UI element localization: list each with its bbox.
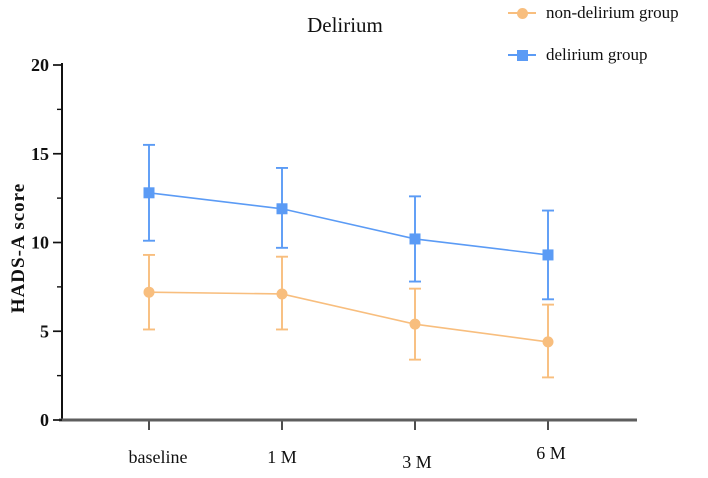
chart-title: Delirium (307, 13, 383, 37)
data-point-circle (276, 288, 288, 300)
legend-item-non-delirium-group: non-delirium group (508, 0, 679, 26)
y-tick-label: 5 (40, 321, 49, 341)
series-non-delirium-group (143, 253, 554, 379)
series-line (148, 192, 549, 256)
y-tick-label: 15 (31, 144, 49, 164)
data-point-square (409, 233, 421, 245)
data-point-circle (409, 318, 421, 330)
series-delirium-group (143, 143, 554, 301)
legend-item-delirium-group: delirium group (508, 42, 679, 68)
legend-label: non-delirium group (546, 3, 679, 22)
data-point-circle (143, 286, 155, 298)
y-tick-label: 10 (31, 233, 49, 253)
x-tick-label: 3 M (402, 452, 432, 472)
circle-marker-icon (508, 0, 536, 26)
x-tick-label: 1 M (267, 447, 297, 467)
legend-label: delirium group (546, 45, 648, 64)
data-point-square (542, 249, 554, 261)
legend: non-delirium group delirium group (508, 0, 679, 68)
data-point-square (143, 187, 155, 199)
series-line (148, 291, 549, 343)
x-tick-label: baseline (129, 447, 188, 467)
square-marker-icon (508, 42, 536, 68)
y-tick-label: 0 (40, 410, 49, 430)
data-point-square (276, 203, 288, 215)
x-tick-label: 6 M (536, 443, 566, 463)
y-tick-label: 20 (31, 55, 49, 75)
data-point-circle (542, 336, 554, 348)
